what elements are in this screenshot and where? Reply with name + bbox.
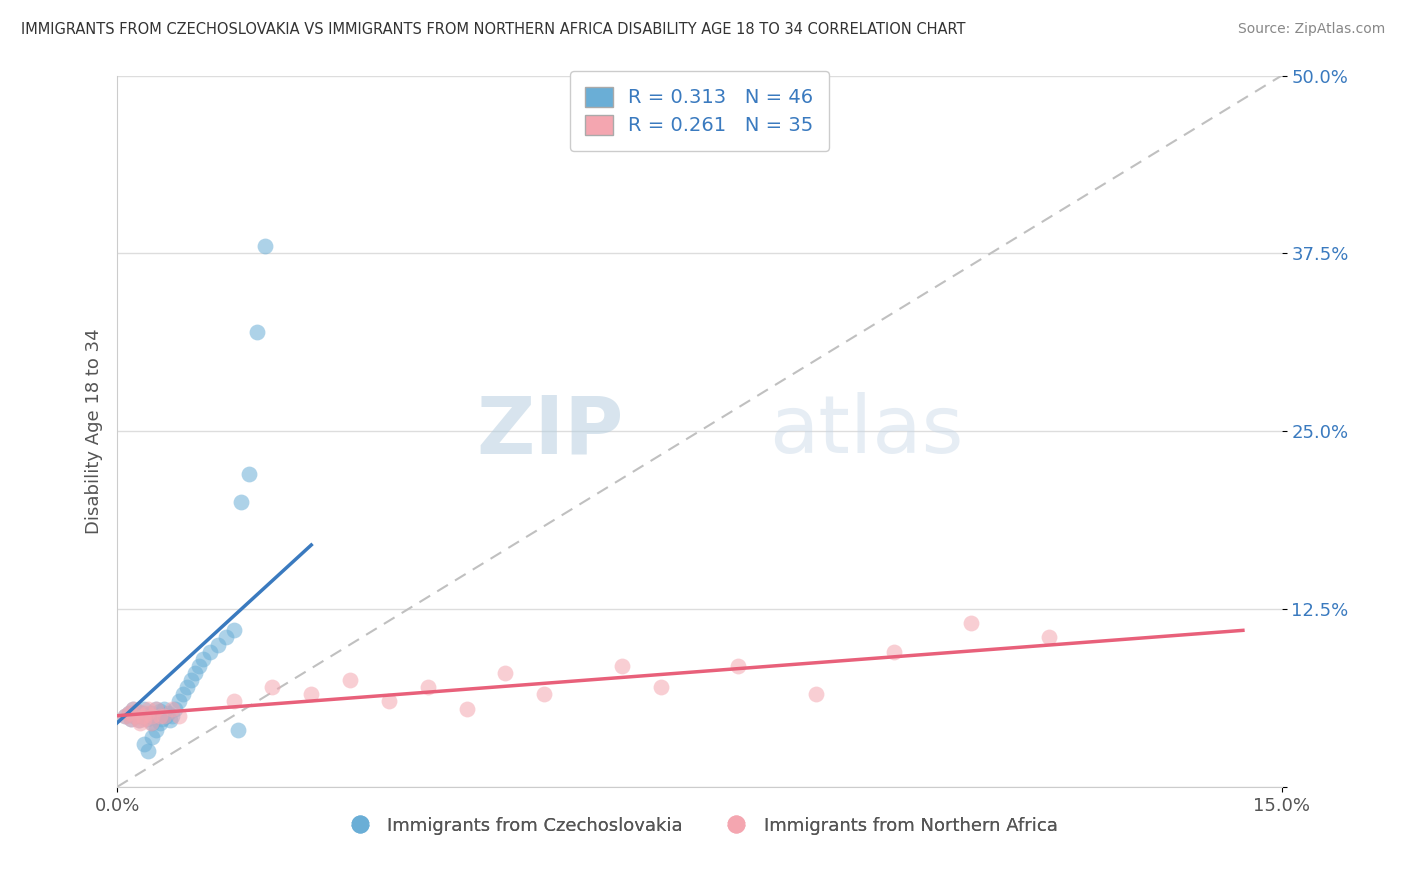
Point (139, 706, 162, 720)
Point (114, 708, 136, 723)
Text: ZIP: ZIP (477, 392, 624, 470)
Point (141, 708, 163, 723)
Point (120, 712, 142, 726)
Point (246, 325, 269, 339)
Point (114, 708, 136, 723)
Point (200, 645, 222, 659)
Point (125, 705, 148, 719)
Point (122, 708, 145, 723)
Point (149, 705, 172, 719)
Point (222, 624, 245, 638)
Point (122, 708, 145, 723)
Point (727, 659, 749, 673)
Point (150, 712, 173, 726)
Point (134, 701, 156, 715)
Point (533, 687, 555, 701)
Point (139, 715, 162, 730)
Point (136, 701, 159, 715)
Point (159, 713, 181, 727)
Point (132, 708, 155, 723)
Point (134, 712, 156, 726)
Point (134, 737, 156, 751)
Point (121, 701, 143, 715)
Point (165, 701, 187, 715)
Point (160, 701, 183, 715)
Point (120, 712, 142, 726)
Point (118, 706, 141, 720)
Point (610, 659, 633, 673)
Point (135, 706, 157, 720)
Point (416, 680, 439, 694)
Point (121, 701, 143, 715)
Text: atlas: atlas (769, 392, 963, 470)
Point (141, 730, 163, 744)
Point (152, 701, 174, 715)
Point (129, 708, 152, 723)
Point (960, 616, 983, 631)
Point (145, 723, 167, 737)
Point (191, 652, 214, 666)
Point (180, 673, 202, 687)
Point (118, 706, 141, 720)
Point (226, 723, 249, 737)
Point (135, 712, 157, 726)
Point (143, 708, 166, 723)
Point (1038, 631, 1060, 645)
Point (149, 715, 172, 730)
Point (231, 495, 253, 509)
Point (169, 694, 191, 708)
Y-axis label: Disability Age 18 to 34: Disability Age 18 to 34 (86, 328, 103, 534)
Point (456, 701, 478, 715)
Point (152, 708, 174, 723)
Point (187, 659, 209, 673)
Point (650, 680, 672, 694)
Point (148, 708, 170, 723)
Point (128, 713, 150, 727)
Point (172, 687, 194, 701)
Point (125, 705, 148, 719)
Point (176, 680, 198, 694)
Point (207, 638, 229, 652)
Point (238, 467, 260, 481)
Point (156, 706, 179, 720)
Point (149, 708, 172, 723)
Point (494, 666, 516, 681)
Point (132, 706, 155, 720)
Text: IMMIGRANTS FROM CZECHOSLOVAKIA VS IMMIGRANTS FROM NORTHERN AFRICA DISABILITY AGE: IMMIGRANTS FROM CZECHOSLOVAKIA VS IMMIGR… (21, 22, 966, 37)
Point (128, 713, 150, 727)
Point (262, 680, 284, 694)
Point (160, 708, 183, 723)
Point (129, 715, 152, 730)
Point (215, 631, 238, 645)
Point (339, 673, 361, 687)
Point (169, 708, 191, 723)
Point (145, 701, 167, 715)
Text: Source: ZipAtlas.com: Source: ZipAtlas.com (1237, 22, 1385, 37)
Point (136, 708, 159, 723)
Point (145, 701, 167, 715)
Point (378, 694, 401, 708)
Point (141, 715, 163, 730)
Legend: Immigrants from Czechoslovakia, Immigrants from Northern Africa: Immigrants from Czechoslovakia, Immigran… (335, 809, 1064, 842)
Point (222, 694, 245, 708)
Point (883, 645, 905, 659)
Point (184, 666, 207, 681)
Point (253, 239, 276, 253)
Point (299, 687, 322, 701)
Point (155, 708, 177, 723)
Point (136, 744, 159, 758)
Point (804, 687, 827, 701)
